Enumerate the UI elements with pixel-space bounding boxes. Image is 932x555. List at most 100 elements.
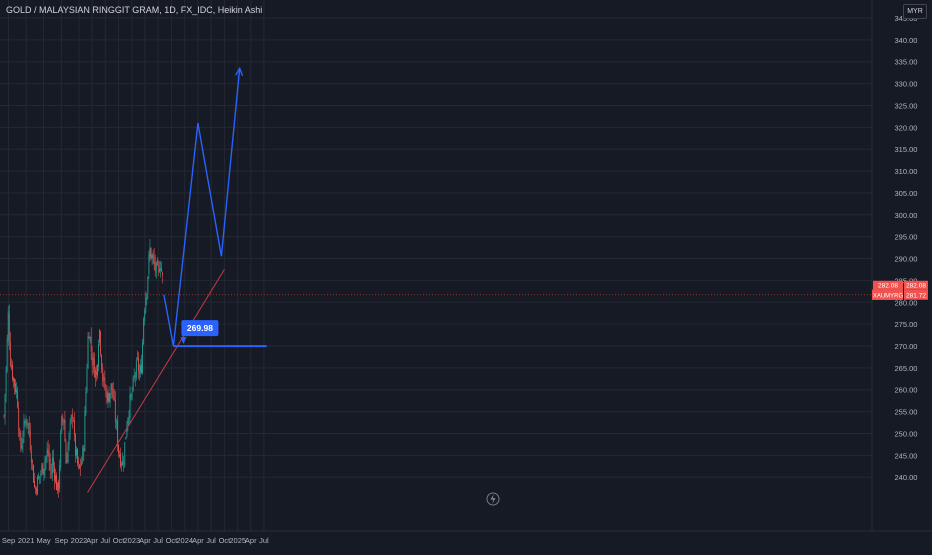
candle-body [72,420,74,421]
y-tick-label: 275.00 [895,320,918,329]
candle-body [121,463,123,465]
candle-body [37,476,39,495]
candle-body [56,475,57,491]
candle-body [14,378,15,386]
y-tick-label: 280.00 [895,298,918,307]
x-tick-label: Oct [113,536,126,545]
candle-body [70,415,72,423]
candle-body [39,476,41,477]
candle-body [144,310,146,321]
y-tick-label: 255.00 [895,408,918,417]
candle-body [98,344,99,367]
x-tick-label: 2021 [18,536,35,545]
x-tick-label: Jul [259,536,269,545]
x-tick-label: Jul [100,536,110,545]
candle-body [40,473,42,475]
candle-body [28,421,30,434]
candle-body [7,311,9,342]
candle-body [18,408,20,431]
candle-body [127,417,129,427]
candle-body [8,313,10,341]
level-label-pointer [180,337,187,345]
candle-body [96,371,97,375]
candle-body [23,420,25,438]
candle-body [54,466,55,481]
close-label-box [904,280,928,290]
candle-body [61,416,63,433]
support-trendline [87,269,225,493]
candle-body [47,448,49,453]
candle-body [31,461,33,463]
candle-body [19,431,21,436]
candle-body [84,411,86,451]
candle-body [75,434,76,456]
candle-body [117,420,118,446]
x-tick-label: May [36,536,50,545]
candle-body [150,247,152,259]
candle-body [79,464,81,468]
candle-body [105,388,107,390]
candle-body [134,374,136,378]
candle-body [147,276,149,294]
candle-body [89,337,91,341]
candle-body [101,354,103,370]
candle-body [125,437,127,440]
candle-body [59,465,61,489]
lightning-icon[interactable] [486,492,500,506]
candle-body [139,371,140,374]
x-tick-label: Jul [206,536,216,545]
y-tick-label: 270.00 [895,342,918,351]
candle-body [48,451,50,462]
candle-body [114,399,116,423]
candle-body [154,261,156,270]
candle-body [5,368,7,395]
candle-body [97,365,98,376]
candle-body [115,422,117,423]
candle-body [129,394,131,418]
candle-body [130,394,132,398]
candle-body [111,383,113,391]
x-tick-label: Apr [192,536,204,545]
candle-body [85,391,87,414]
x-tick-label: Sep [2,536,15,545]
candle-body [86,369,88,392]
candle-body [25,421,27,423]
candle-body [62,417,64,421]
x-tick-label: Apr [245,536,257,545]
candle-body [55,475,56,483]
y-tick-label: 250.00 [895,429,918,438]
candle-body [57,482,58,491]
candle-body [94,370,96,378]
currency-button[interactable]: MYR [903,4,927,19]
close-price-tag: 282.08 [878,283,898,290]
candle-body [27,423,29,426]
value-label-box [904,289,928,300]
projection-arrowhead [234,66,244,77]
candle-body [77,449,78,463]
candle-body [4,394,6,417]
candle-body [51,457,53,474]
candle-body [44,461,46,470]
x-tick-label: Apr [86,536,98,545]
candle-body [24,421,26,424]
x-tick-label: Sep [55,536,68,545]
candle-body [82,447,84,462]
x-tick-label: 2023 [124,536,141,545]
candle-body [15,383,16,393]
candle-body [152,253,154,258]
candle-body [9,340,11,366]
candle-body [49,459,51,471]
candle-body [103,376,105,381]
candle-body [160,268,161,270]
candle-body [109,393,111,404]
y-tick-label: 330.00 [895,80,918,89]
candle-body [120,453,121,466]
candle-body [34,480,35,488]
candle-body [112,389,114,400]
y-tick-label: 320.00 [895,123,918,132]
x-tick-label: 2022 [71,536,88,545]
drawings[interactable]: 269.98 [0,66,872,493]
